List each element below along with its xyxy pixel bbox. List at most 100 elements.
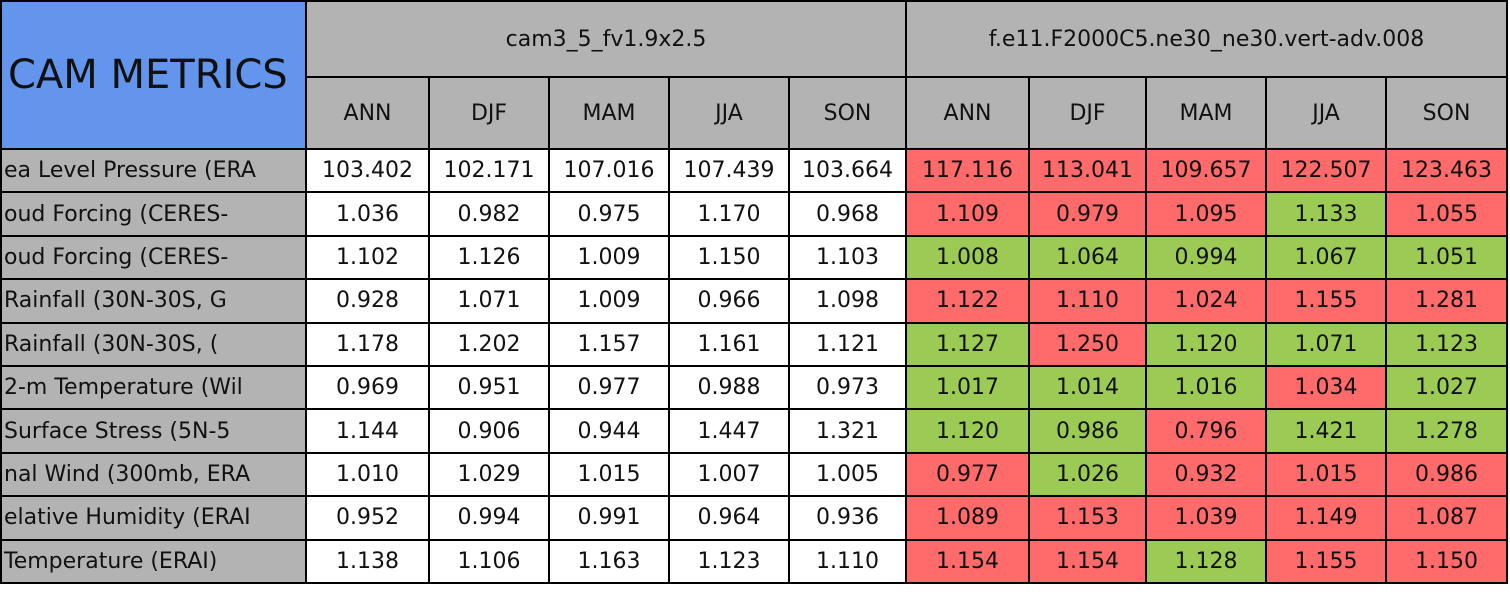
value-cell: 1.103 [787,234,908,281]
season-header: SON [787,76,908,150]
row-label: Rainfall (30N-30S, G [0,278,307,324]
value-cell: 113.041 [1028,147,1148,194]
value-cell: 123.463 [1385,147,1509,194]
row-label: Rainfall (30N-30S, ( [0,321,307,367]
row-label: Temperature (ERAI) [0,538,307,584]
value-cell: 1.149 [1265,495,1388,541]
row-label: oud Forcing (CERES- [0,191,307,237]
value-cell: 109.657 [1145,147,1268,194]
value-cell: 0.975 [548,191,670,237]
value-cell: 122.507 [1265,147,1388,194]
value-cell: 0.969 [305,364,430,411]
value-cell: 1.127 [905,321,1031,367]
value-cell: 1.122 [905,278,1031,324]
value-cell: 1.064 [1028,234,1148,281]
value-cell: 0.986 [1028,408,1148,454]
season-header: JJA [1265,76,1388,150]
value-cell: 1.007 [668,451,790,498]
value-cell: 0.977 [905,451,1031,498]
value-cell: 0.968 [787,191,908,237]
value-cell: 103.664 [787,147,908,194]
value-cell: 0.979 [1028,191,1148,237]
value-cell: 1.109 [905,191,1031,237]
value-cell: 1.067 [1265,234,1388,281]
value-cell: 1.178 [305,321,430,367]
title-cell: CAM METRICS [0,0,307,150]
value-cell: 1.095 [1145,191,1268,237]
value-cell: 0.988 [668,364,790,411]
value-cell: 1.016 [1145,364,1268,411]
season-header: SON [1385,76,1509,150]
value-cell: 1.008 [905,234,1031,281]
value-cell: 1.278 [1385,408,1509,454]
value-cell: 1.024 [1145,278,1268,324]
value-cell: 117.116 [905,147,1031,194]
season-header: JJA [668,76,790,150]
value-cell: 1.015 [548,451,670,498]
value-cell: 1.150 [1385,538,1509,584]
value-cell: 0.994 [428,495,550,541]
value-cell: 1.010 [305,451,430,498]
value-cell: 0.936 [787,495,908,541]
group-header: cam3_5_fv1.9x2.5 [304,0,908,78]
value-cell: 1.281 [1385,278,1509,324]
value-cell: 1.157 [548,321,670,367]
value-cell: 0.966 [668,278,790,324]
value-cell: 1.014 [1028,364,1148,411]
value-cell: 1.015 [1265,451,1388,498]
value-cell: 1.110 [787,538,908,584]
value-cell: 1.155 [1265,538,1388,584]
value-cell: 1.017 [905,364,1031,411]
metrics-table: CAM METRICS cam3_5_fv1.9x2.5 f.e11.F2000C5… [0,0,1509,584]
value-cell: 1.026 [1028,451,1148,498]
season-header: ANN [905,76,1031,150]
value-cell: 0.973 [787,364,908,411]
value-cell: 1.155 [1265,278,1388,324]
value-cell: 1.150 [668,234,790,281]
row-label: ea Level Pressure (ERA [0,147,307,194]
value-cell: 1.051 [1385,234,1509,281]
season-header: ANN [305,76,430,150]
row-label: Surface Stress (5N-5 [0,408,307,454]
value-cell: 102.171 [428,147,550,194]
value-cell: 1.071 [1265,321,1388,367]
value-cell: 1.153 [1028,495,1148,541]
value-cell: 0.796 [1145,408,1268,454]
value-cell: 1.034 [1265,364,1388,411]
value-cell: 0.986 [1385,451,1509,498]
value-cell: 1.123 [668,538,790,584]
value-cell: 1.128 [1145,538,1268,584]
value-cell: 1.144 [305,408,430,454]
value-cell: 1.126 [428,234,550,281]
value-cell: 0.932 [1145,451,1268,498]
row-label: 2-m Temperature (Wil [0,364,307,411]
value-cell: 0.982 [428,191,550,237]
value-cell: 1.120 [1145,321,1268,367]
value-cell: 1.039 [1145,495,1268,541]
value-cell: 1.055 [1385,191,1509,237]
value-cell: 1.138 [305,538,430,584]
value-cell: 0.906 [428,408,550,454]
value-cell: 1.098 [787,278,908,324]
value-cell: 0.994 [1145,234,1268,281]
value-cell: 1.163 [548,538,670,584]
season-header: MAM [1145,76,1268,150]
value-cell: 1.250 [1028,321,1148,367]
value-cell: 1.202 [428,321,550,367]
value-cell: 1.089 [905,495,1031,541]
value-cell: 1.447 [668,408,790,454]
value-cell: 1.161 [668,321,790,367]
value-cell: 1.027 [1385,364,1509,411]
value-cell: 1.321 [787,408,908,454]
group-header: f.e11.F2000C5.ne30_ne30.vert-adv.008 [905,0,1509,78]
value-cell: 0.991 [548,495,670,541]
season-header: DJF [1028,76,1148,150]
value-cell: 0.952 [305,495,430,541]
value-cell: 107.016 [548,147,670,194]
value-cell: 1.120 [905,408,1031,454]
value-cell: 1.154 [1028,538,1148,584]
value-cell: 1.009 [548,234,670,281]
value-cell: 0.977 [548,364,670,411]
value-cell: 1.102 [305,234,430,281]
